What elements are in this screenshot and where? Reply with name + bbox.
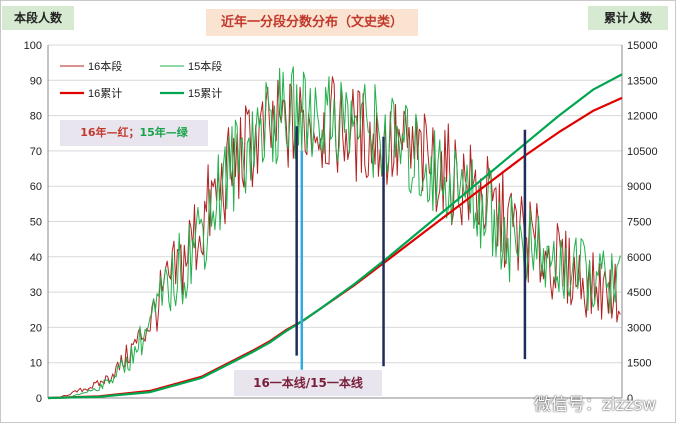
left-axis-title: 本段人数 <box>2 6 74 30</box>
left-tick-label: 90 <box>30 75 42 87</box>
color-legend-note: 16年—红；15年—绿 <box>60 120 208 146</box>
left-tick-label: 10 <box>30 358 42 370</box>
left-tick-label: 30 <box>30 287 42 299</box>
right-tick-label: 7500 <box>627 217 651 229</box>
right-tick-label: 13500 <box>627 75 658 87</box>
legend: 16本段 15本段 16累计 15累计 <box>60 59 222 100</box>
cutoff-lines <box>295 126 527 370</box>
legend-label-16累计: 16累计 <box>88 87 122 100</box>
series-line-15累计 <box>47 73 623 400</box>
left-tick-label: 40 <box>30 252 42 264</box>
right-tick-label: 1500 <box>627 358 651 370</box>
chart-title: 近年一分段分数分布（文史类） <box>206 9 418 36</box>
left-tick-label: 80 <box>30 111 42 123</box>
axes: 0 10 20 30 40 50 60 70 80 90 100 0 1500 3000 4500 6000 7… <box>24 40 658 405</box>
left-tick-label: 100 <box>24 40 42 52</box>
watermark-text: 微信号：zizzsw <box>533 395 657 415</box>
right-tick-label: 9000 <box>627 181 651 193</box>
left-tick-label: 60 <box>30 181 42 193</box>
left-tick-label: 20 <box>30 322 42 334</box>
right-tick-label: 4500 <box>627 287 651 299</box>
left-tick-label: 0 <box>36 393 42 405</box>
legend-label-15累计: 15累计 <box>188 87 222 100</box>
note-green-text: 15年—绿 <box>139 126 188 139</box>
right-tick-label: 12000 <box>627 111 658 123</box>
legend-label-16本段: 16本段 <box>88 59 122 73</box>
cutoff-line-label: 16一本线/15一本线 <box>234 370 382 396</box>
right-tick-label: 6000 <box>627 252 651 264</box>
right-tick-label: 15000 <box>627 40 658 52</box>
note-red-text: 16年—红 <box>80 126 129 139</box>
right-axis-title: 累计人数 <box>588 6 668 30</box>
note-separator: ； <box>128 126 140 139</box>
right-tick-label: 0 <box>627 393 633 405</box>
right-tick-label: 10500 <box>627 146 658 158</box>
left-tick-label: 70 <box>30 146 42 158</box>
right-tick-label: 3000 <box>627 322 651 334</box>
legend-label-15本段: 15本段 <box>188 59 222 73</box>
left-tick-label: 50 <box>30 217 42 229</box>
